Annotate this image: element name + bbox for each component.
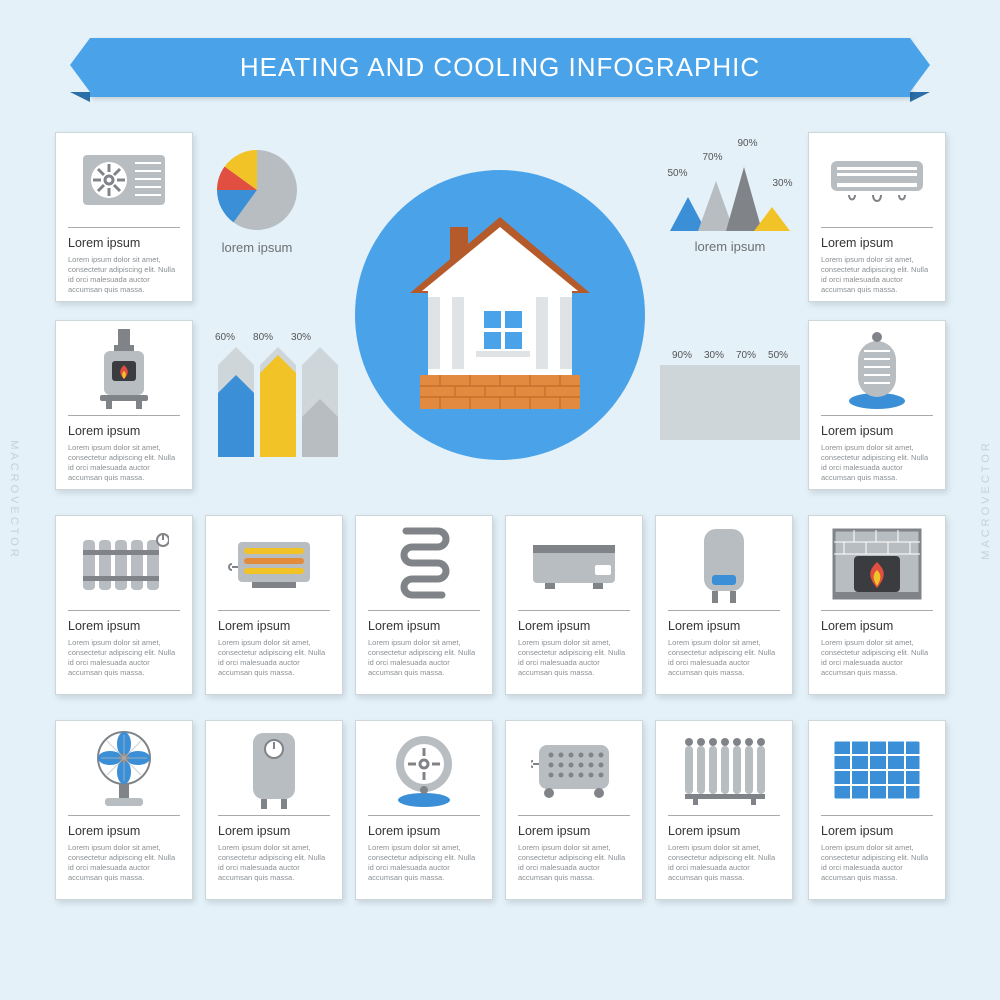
triangle-pct: 50% [667, 168, 687, 179]
card-title: Lorem ipsum [68, 824, 180, 838]
watermark-right: MACROVECTOR [980, 440, 992, 560]
shapes-pct: 30% [704, 350, 724, 361]
card-quartz-heater: Lorem ipsum Lorem ipsum dolor sit amet, … [205, 515, 343, 695]
desk-fan-icon [68, 731, 180, 809]
solar-panel-icon [821, 731, 933, 809]
card-title: Lorem ipsum [368, 824, 480, 838]
arrowbar-pct: 30% [291, 332, 311, 343]
card-title: Lorem ipsum [68, 619, 180, 633]
card-towel-rail: Lorem ipsum Lorem ipsum dolor sit amet, … [355, 515, 493, 695]
card-space-heater2: Lorem ipsum Lorem ipsum dolor sit amet, … [808, 320, 946, 490]
card-desc: Lorem ipsum dolor sit amet, consectetur … [668, 843, 780, 884]
card-title: Lorem ipsum [821, 619, 933, 633]
card-title: Lorem ipsum [68, 424, 180, 438]
title-banner: HEATING AND COOLING INFOGRAPHIC [90, 38, 910, 97]
column-radiator-icon [668, 731, 780, 809]
radiator-icon [68, 526, 180, 604]
card-desc: Lorem ipsum dolor sit amet, consectetur … [218, 638, 330, 679]
card-round-fan: Lorem ipsum Lorem ipsum dolor sit amet, … [355, 720, 493, 900]
pie-label: lorem ipsum [215, 240, 299, 255]
card-boiler-tank: Lorem ipsum Lorem ipsum dolor sit amet, … [655, 515, 793, 695]
wood-stove-icon [68, 331, 180, 409]
card-desc: Lorem ipsum dolor sit amet, consectetur … [821, 255, 933, 296]
triangle-pct: 90% [737, 138, 757, 149]
card-oil-radiator: Lorem ipsum Lorem ipsum dolor sit amet, … [505, 720, 643, 900]
card-radiator: Lorem ipsum Lorem ipsum dolor sit amet, … [55, 515, 193, 695]
house-icon [390, 205, 610, 425]
ac-indoor-icon [821, 143, 933, 221]
card-title: Lorem ipsum [518, 619, 630, 633]
card-desc: Lorem ipsum dolor sit amet, consectetur … [668, 638, 780, 679]
convector-icon [518, 526, 630, 604]
towel-rail-icon [368, 526, 480, 604]
card-title: Lorem ipsum [821, 824, 933, 838]
boiler-tank-icon [668, 526, 780, 604]
card-desc: Lorem ipsum dolor sit amet, consectetur … [68, 255, 180, 296]
card-desc: Lorem ipsum dolor sit amet, consectetur … [68, 843, 180, 884]
card-title: Lorem ipsum [68, 236, 180, 250]
triangle-pct: 70% [702, 152, 722, 163]
round-fan-icon [368, 731, 480, 809]
card-desc: Lorem ipsum dolor sit amet, consectetur … [518, 638, 630, 679]
card-ac-outdoor: Lorem ipsum Lorem ipsum dolor sit amet, … [55, 132, 193, 302]
shapes-pct: 70% [736, 350, 756, 361]
card-title: Lorem ipsum [668, 619, 780, 633]
arrow-bar [218, 347, 254, 457]
card-title: Lorem ipsum [518, 824, 630, 838]
card-desc: Lorem ipsum dolor sit amet, consectetur … [218, 843, 330, 884]
card-title: Lorem ipsum [668, 824, 780, 838]
card-desc: Lorem ipsum dolor sit amet, consectetur … [368, 638, 480, 679]
water-heater-icon [218, 731, 330, 809]
shapes-pct: 50% [768, 350, 788, 361]
pie-chart: lorem ipsum [215, 148, 299, 255]
card-desc: Lorem ipsum dolor sit amet, consectetur … [821, 638, 933, 679]
tower-heater-icon [821, 331, 933, 409]
card-convector: Lorem ipsum Lorem ipsum dolor sit amet, … [505, 515, 643, 695]
card-ac-indoor: Lorem ipsum Lorem ipsum dolor sit amet, … [808, 132, 946, 302]
card-solar-panel: Lorem ipsum Lorem ipsum dolor sit amet, … [808, 720, 946, 900]
card-desc: Lorem ipsum dolor sit amet, consectetur … [68, 443, 180, 484]
card-desc: Lorem ipsum dolor sit amet, consectetur … [68, 638, 180, 679]
arrow-bar [260, 347, 296, 457]
card-title: Lorem ipsum [218, 824, 330, 838]
card-column-radiator: Lorem ipsum Lorem ipsum dolor sit amet, … [655, 720, 793, 900]
card-desc: Lorem ipsum dolor sit amet, consectetur … [368, 843, 480, 884]
shapes-chart: 90% 30% 70% 50% [660, 350, 800, 440]
arrowbar-pct: 60% [215, 332, 235, 343]
oil-radiator-icon [518, 731, 630, 809]
card-title: Lorem ipsum [821, 424, 933, 438]
card-water-heater: Lorem ipsum Lorem ipsum dolor sit amet, … [205, 720, 343, 900]
arrowbar-pct: 80% [253, 332, 273, 343]
triangles-label: lorem ipsum [660, 239, 800, 254]
card-title: Lorem ipsum [368, 619, 480, 633]
triangle-bar [754, 207, 790, 231]
card-wood-stove: Lorem ipsum Lorem ipsum dolor sit amet, … [55, 320, 193, 490]
shapes-pct: 90% [672, 350, 692, 361]
ac-outdoor-icon [68, 143, 180, 221]
card-fireplace: Lorem ipsum Lorem ipsum dolor sit amet, … [808, 515, 946, 695]
triangle-pct: 30% [772, 178, 792, 189]
house-circle [355, 170, 645, 460]
card-title: Lorem ipsum [218, 619, 330, 633]
card-desk-fan: Lorem ipsum Lorem ipsum dolor sit amet, … [55, 720, 193, 900]
fireplace-icon [821, 526, 933, 604]
card-title: Lorem ipsum [821, 236, 933, 250]
card-desc: Lorem ipsum dolor sit amet, consectetur … [821, 843, 933, 884]
title-text: HEATING AND COOLING INFOGRAPHIC [90, 38, 910, 97]
card-desc: Lorem ipsum dolor sit amet, consectetur … [821, 443, 933, 484]
card-desc: Lorem ipsum dolor sit amet, consectetur … [518, 843, 630, 884]
quartz-heater-icon [218, 526, 330, 604]
arrow-bar [302, 347, 338, 457]
arrow-chart: 60% 80% 30% [215, 332, 341, 457]
triangles-chart: 50%70%90%30% lorem ipsum [660, 150, 800, 254]
watermark-left: MACROVECTOR [8, 440, 20, 560]
